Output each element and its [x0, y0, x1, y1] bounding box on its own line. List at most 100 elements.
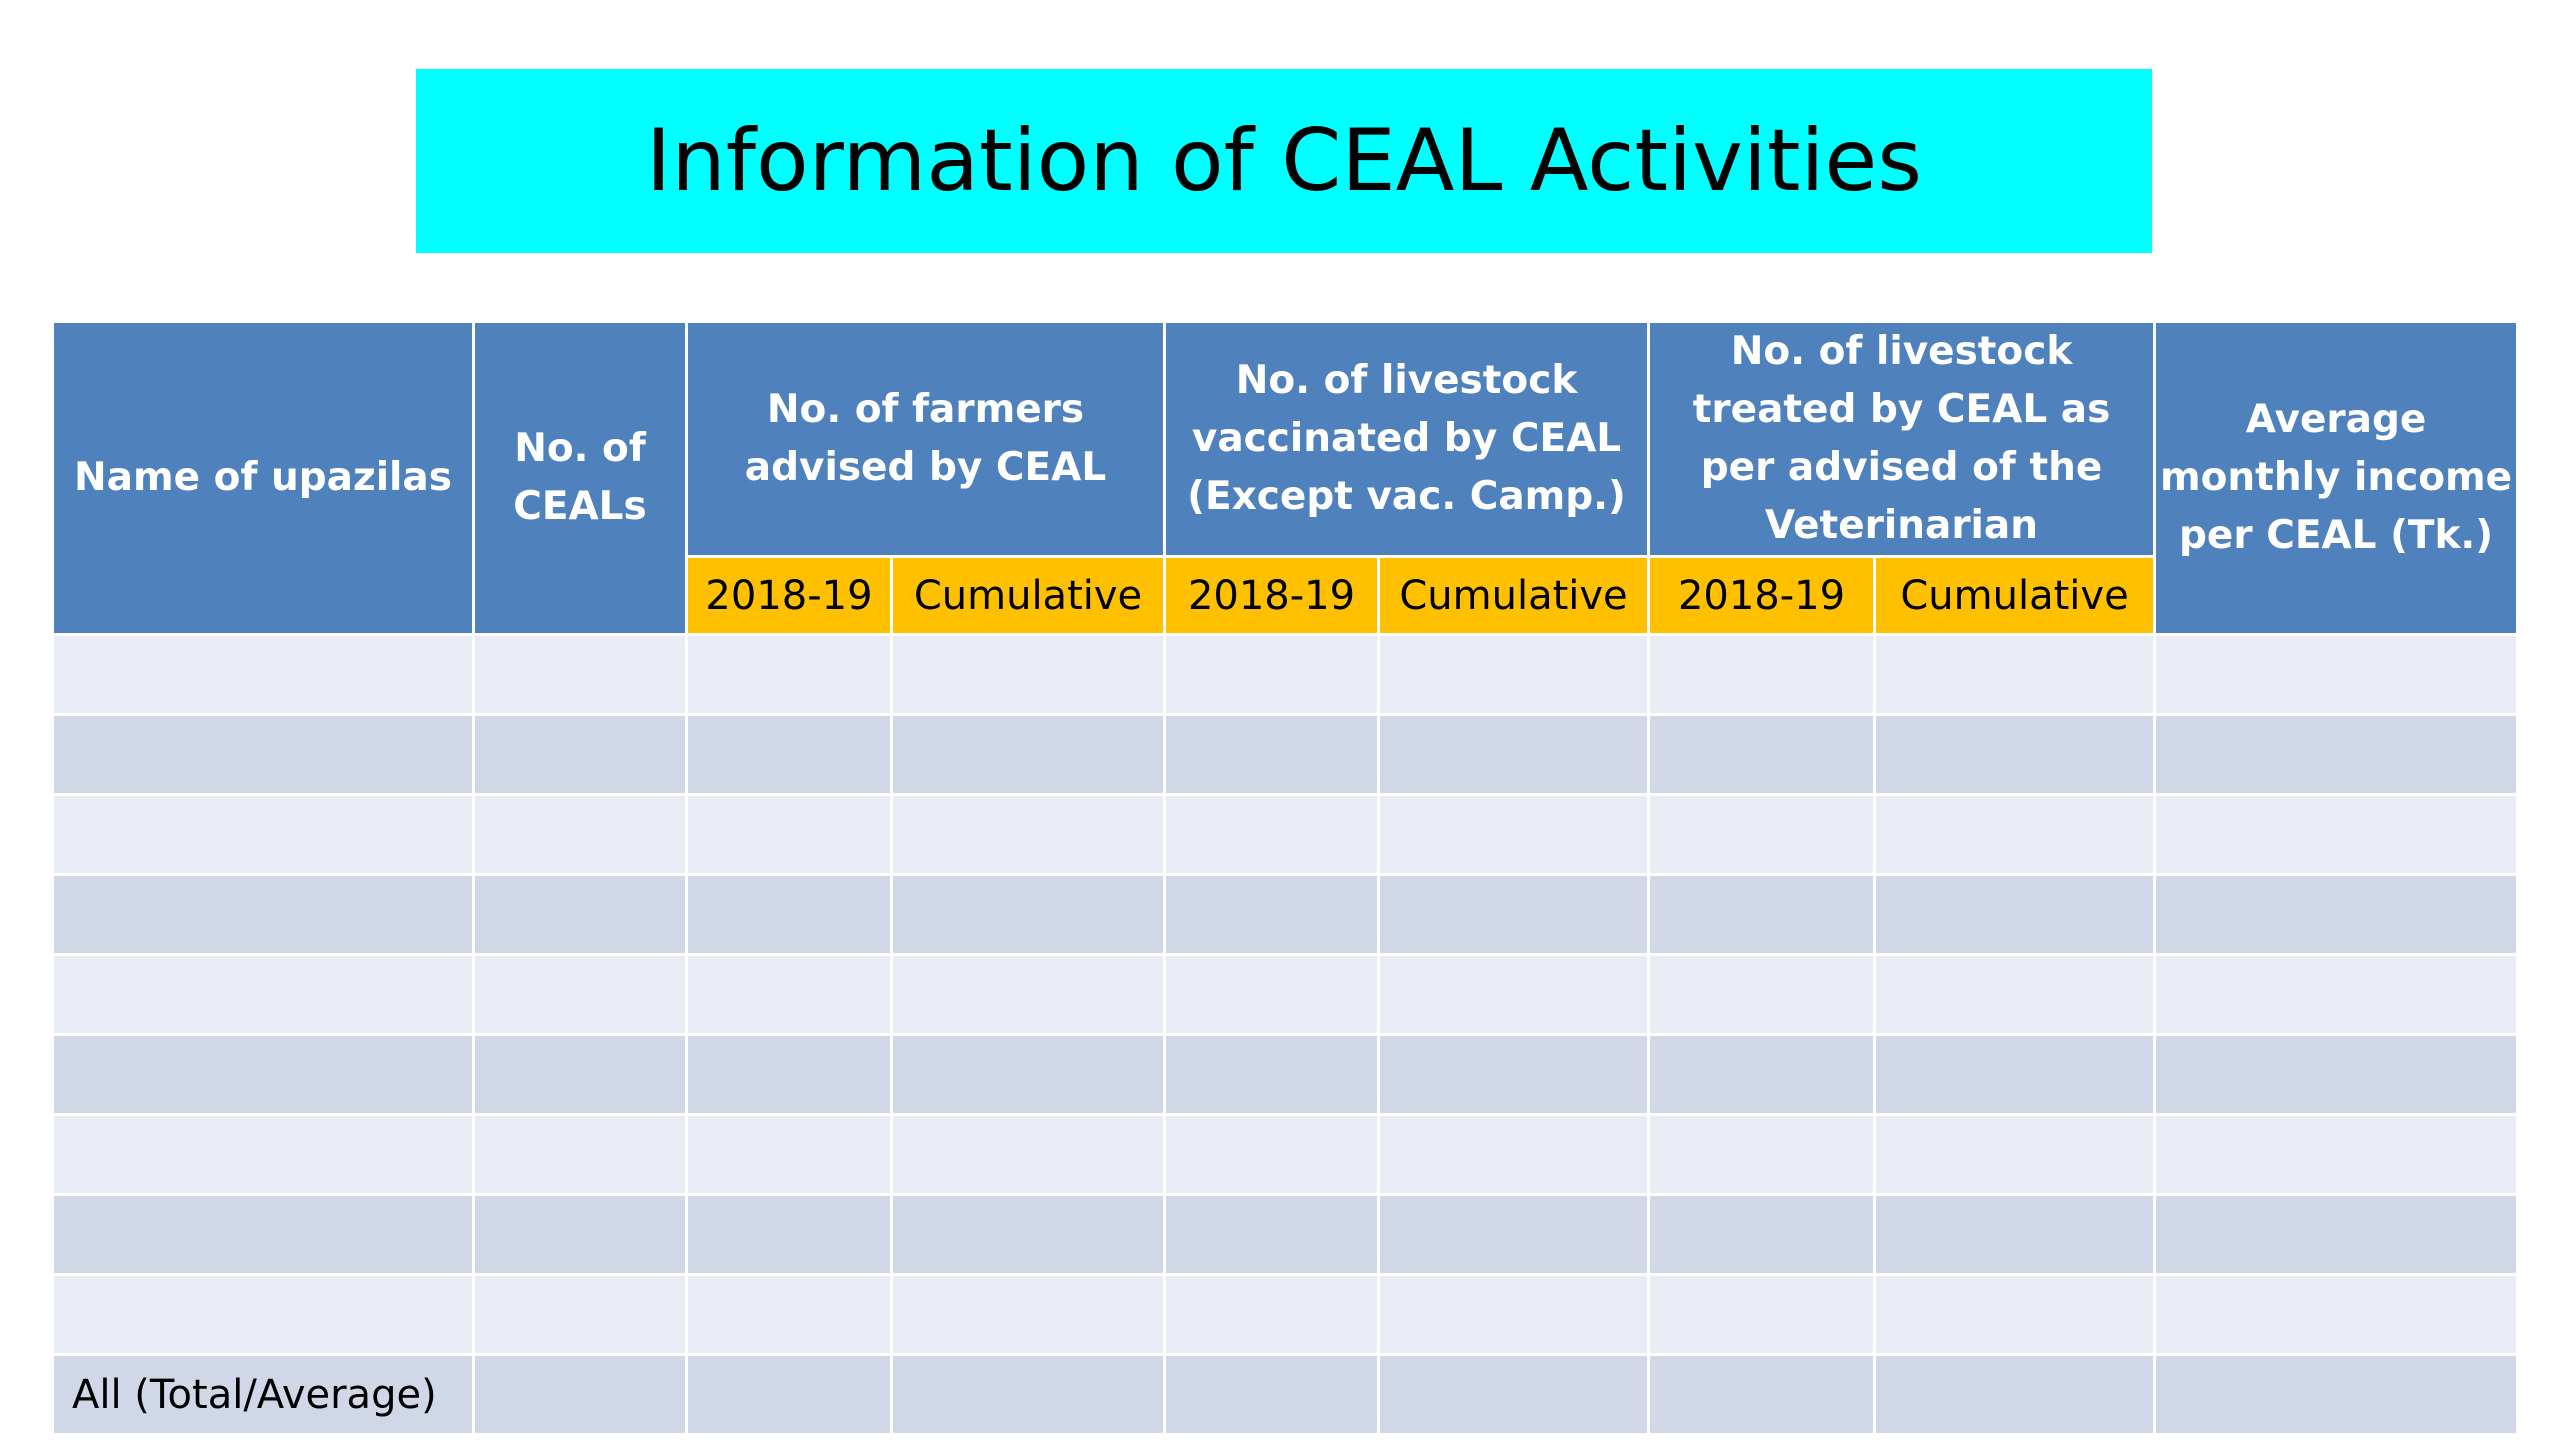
- table-cell[interactable]: [51, 953, 475, 1036]
- table-cell[interactable]: [685, 633, 893, 716]
- table-cell[interactable]: [889, 793, 1167, 876]
- subheader-vaccinated-2018-19: 2018-19: [1163, 555, 1381, 636]
- table-cell[interactable]: [472, 1193, 688, 1276]
- table-cell[interactable]: [472, 1113, 688, 1196]
- table-cell[interactable]: [1377, 953, 1651, 1036]
- table-cell[interactable]: [889, 713, 1167, 796]
- table-cell[interactable]: [685, 1033, 893, 1116]
- table-cell[interactable]: [1647, 633, 1877, 716]
- table-cell[interactable]: [1377, 1353, 1651, 1436]
- table-cell[interactable]: [1163, 873, 1381, 956]
- table-cell[interactable]: [472, 1273, 688, 1356]
- table-cell[interactable]: [2153, 713, 2520, 796]
- table-cell[interactable]: [1647, 1193, 1877, 1276]
- table-cell[interactable]: [685, 1353, 893, 1436]
- table-row: [51, 793, 2520, 876]
- table-cell[interactable]: [1377, 1193, 1651, 1276]
- table-cell[interactable]: [1377, 793, 1651, 876]
- table-cell[interactable]: [2153, 953, 2520, 1036]
- table-cell[interactable]: [51, 1193, 475, 1276]
- table-cell[interactable]: [2153, 873, 2520, 956]
- table-cell[interactable]: [1647, 953, 1877, 1036]
- table-cell[interactable]: [1163, 1033, 1381, 1116]
- table-cell[interactable]: [2153, 1353, 2520, 1436]
- table-cell[interactable]: [2153, 1113, 2520, 1196]
- table-cell[interactable]: [51, 1113, 475, 1196]
- table-row: [51, 1113, 2520, 1196]
- table-cell[interactable]: [2153, 1273, 2520, 1356]
- table-cell[interactable]: [51, 1033, 475, 1116]
- table-cell[interactable]: [889, 953, 1167, 1036]
- table-cell[interactable]: [1163, 953, 1381, 1036]
- table-row: [51, 713, 2520, 796]
- header-farmers-advised: No. of farmers advised by CEAL: [684, 320, 1167, 558]
- table-cell[interactable]: [1377, 1113, 1651, 1196]
- table-cell[interactable]: [1647, 793, 1877, 876]
- table-cell[interactable]: [1647, 1353, 1877, 1436]
- table-cell[interactable]: [51, 1273, 475, 1356]
- page-title: Information of CEAL Activities: [645, 111, 1923, 211]
- table-cell[interactable]: [1377, 633, 1651, 716]
- table-cell[interactable]: [1873, 1033, 2157, 1116]
- table-cell[interactable]: [685, 793, 893, 876]
- table-cell[interactable]: [1873, 873, 2157, 956]
- table-cell[interactable]: [1873, 1113, 2157, 1196]
- table-cell[interactable]: [1163, 633, 1381, 716]
- table-cell[interactable]: [685, 953, 893, 1036]
- table-cell[interactable]: [1377, 713, 1651, 796]
- table-cell[interactable]: [1163, 1193, 1381, 1276]
- table-cell[interactable]: [1647, 873, 1877, 956]
- table-cell[interactable]: [1873, 953, 2157, 1036]
- table-cell[interactable]: [889, 1273, 1167, 1356]
- table-row: [51, 1033, 2520, 1116]
- table-cell[interactable]: [1873, 633, 2157, 716]
- subheader-farmers-cumulative: Cumulative: [889, 555, 1167, 636]
- table-cell[interactable]: [472, 953, 688, 1036]
- table-cell[interactable]: [51, 873, 475, 956]
- table-cell[interactable]: [1377, 873, 1651, 956]
- table-cell[interactable]: [1647, 1113, 1877, 1196]
- table-cell[interactable]: [1873, 1193, 2157, 1276]
- table-cell[interactable]: [1163, 1273, 1381, 1356]
- table-cell[interactable]: [472, 1033, 688, 1116]
- table-cell[interactable]: [1873, 1353, 2157, 1436]
- table-cell[interactable]: [51, 633, 475, 716]
- table-cell[interactable]: [1647, 1273, 1877, 1356]
- table-cell[interactable]: [889, 873, 1167, 956]
- table-cell[interactable]: [472, 713, 688, 796]
- table-cell[interactable]: [685, 713, 893, 796]
- table-cell[interactable]: [1163, 1113, 1381, 1196]
- table-cell[interactable]: [889, 1113, 1167, 1196]
- table-cell[interactable]: [472, 1353, 688, 1436]
- table-cell[interactable]: [889, 1353, 1167, 1436]
- table-cell[interactable]: [1647, 1033, 1877, 1116]
- table-cell[interactable]: [1163, 793, 1381, 876]
- table-cell[interactable]: [1873, 793, 2157, 876]
- header-name-of-upazilas: Name of upazilas: [51, 320, 475, 636]
- table-cell[interactable]: [2153, 793, 2520, 876]
- table-cell[interactable]: [685, 1113, 893, 1196]
- table-row: [51, 1193, 2520, 1276]
- table-cell[interactable]: [51, 793, 475, 876]
- table-cell[interactable]: [889, 1033, 1167, 1116]
- table-cell[interactable]: [685, 1273, 893, 1356]
- table-cell[interactable]: [2153, 1033, 2520, 1116]
- table-cell[interactable]: [889, 1193, 1167, 1276]
- table-cell[interactable]: [889, 633, 1167, 716]
- table-cell[interactable]: [1163, 713, 1381, 796]
- table-cell[interactable]: [2153, 633, 2520, 716]
- table-cell[interactable]: [1873, 713, 2157, 796]
- table-cell[interactable]: [685, 1193, 893, 1276]
- table-cell[interactable]: [2153, 1193, 2520, 1276]
- table-cell[interactable]: [1377, 1273, 1651, 1356]
- table-cell[interactable]: [1163, 1353, 1381, 1436]
- table-cell[interactable]: [1647, 713, 1877, 796]
- table-cell[interactable]: [472, 793, 688, 876]
- table-cell[interactable]: [472, 633, 688, 716]
- table-cell[interactable]: [1377, 1033, 1651, 1116]
- table-cell[interactable]: [685, 873, 893, 956]
- table-cell[interactable]: [51, 713, 475, 796]
- table-cell[interactable]: [1873, 1273, 2157, 1356]
- table-row: [51, 1273, 2520, 1356]
- table-cell[interactable]: [472, 873, 688, 956]
